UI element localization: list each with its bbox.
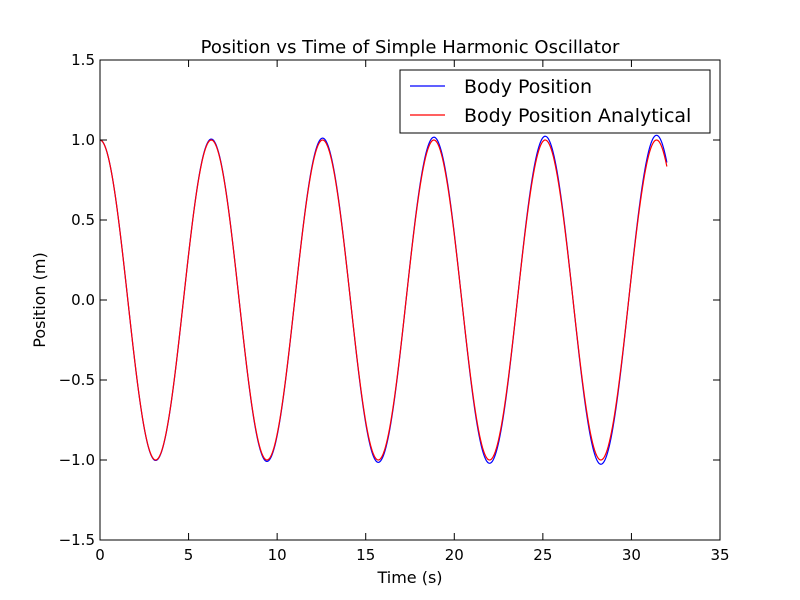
y-axis-label: Position (m)	[30, 252, 49, 347]
ticks-layer	[99, 59, 721, 541]
y-tick-label: 0.5	[71, 211, 95, 229]
plot-area	[99, 59, 721, 541]
y-tick-label: −0.5	[59, 371, 95, 389]
y-tick-label: 1.0	[71, 131, 95, 149]
x-tick-label: 20	[445, 546, 464, 564]
y-tick-label: 1.5	[71, 51, 95, 69]
plot-background	[100, 60, 720, 540]
legend-label-body-position-analytical: Body Position Analytical	[464, 105, 691, 127]
x-tick-labels: 0 5 10 15 20 25 30 35	[95, 546, 729, 564]
x-axis-label: Time (s)	[376, 568, 442, 587]
x-tick-label: 25	[533, 546, 552, 564]
y-tick-label: −1.5	[59, 531, 95, 549]
x-tick-label: 5	[184, 546, 194, 564]
y-tick-label: 0.0	[71, 291, 95, 309]
y-tick-labels: −1.5 −1.0 −0.5 0.0 0.5 1.0 1.5	[59, 51, 95, 549]
legend-box	[399, 69, 711, 134]
x-tick-label: 10	[268, 546, 287, 564]
x-tick-label: 35	[710, 546, 729, 564]
legend-label-body-position: Body Position	[464, 76, 592, 98]
x-tick-label: 30	[622, 546, 641, 564]
series-line-body-position-analytical	[99, 139, 668, 461]
series-layer	[99, 134, 668, 465]
x-tick-label: 0	[95, 546, 105, 564]
y-tick-label: −1.0	[59, 451, 95, 469]
x-tick-label: 15	[356, 546, 375, 564]
chart-title: Position vs Time of Simple Harmonic Osci…	[201, 37, 620, 58]
legend: Body Position Body Position Analytical	[399, 69, 711, 134]
